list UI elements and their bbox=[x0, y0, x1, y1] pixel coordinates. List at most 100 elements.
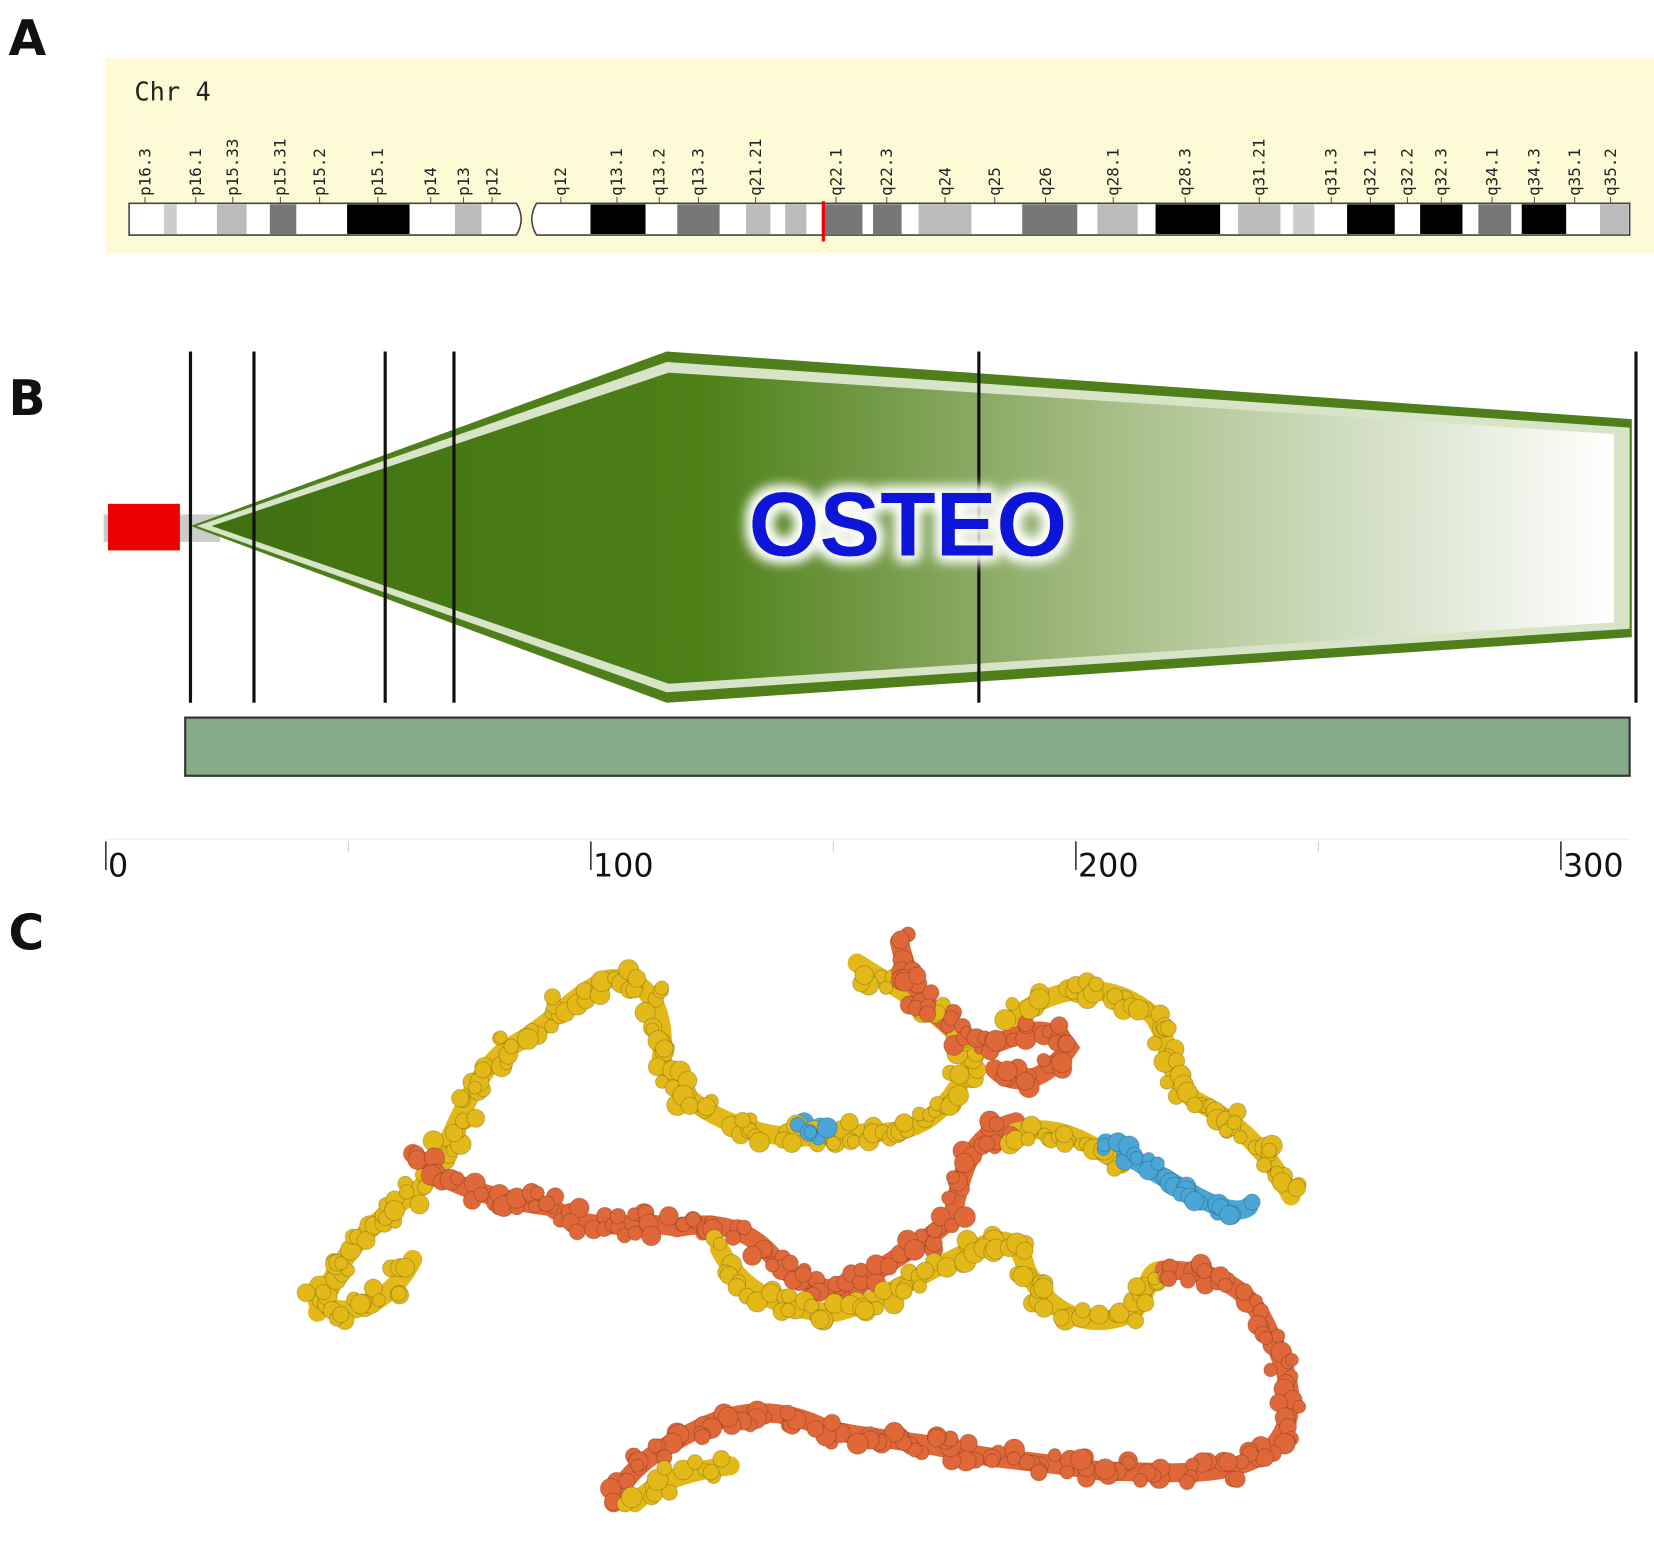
atom bbox=[350, 1293, 371, 1315]
atom bbox=[702, 1463, 720, 1481]
atom bbox=[627, 968, 647, 988]
atom bbox=[1255, 1448, 1275, 1468]
atom bbox=[724, 1229, 742, 1247]
atom bbox=[687, 1454, 704, 1471]
atom bbox=[764, 1258, 780, 1273]
atom bbox=[1292, 1399, 1307, 1414]
atom bbox=[1235, 1282, 1253, 1301]
atom bbox=[493, 1030, 508, 1045]
atom bbox=[1015, 1241, 1034, 1260]
atom bbox=[1057, 1034, 1076, 1053]
atom bbox=[712, 1449, 731, 1468]
atom bbox=[1136, 1293, 1155, 1313]
atom bbox=[356, 1230, 376, 1251]
atom bbox=[1287, 1178, 1307, 1198]
atom bbox=[930, 1206, 951, 1227]
atom bbox=[1050, 1016, 1069, 1035]
atom bbox=[1094, 1458, 1116, 1480]
atom bbox=[450, 1089, 470, 1108]
atom bbox=[1219, 1204, 1240, 1226]
atom bbox=[748, 1131, 771, 1153]
band bbox=[1420, 204, 1463, 234]
band bbox=[823, 204, 863, 234]
atom bbox=[538, 1195, 555, 1213]
band bbox=[918, 204, 972, 234]
band-label: p16.3 bbox=[135, 148, 154, 196]
atom bbox=[1036, 1052, 1051, 1068]
atom bbox=[953, 1152, 975, 1174]
atom bbox=[543, 988, 562, 1006]
atom bbox=[398, 1184, 415, 1200]
tick-label: 0 bbox=[108, 848, 128, 884]
band-label: p12 bbox=[482, 167, 501, 196]
band-label: q22.1 bbox=[826, 148, 845, 196]
domain-body bbox=[211, 372, 1614, 684]
atom bbox=[1059, 1464, 1075, 1480]
band bbox=[1097, 204, 1138, 234]
atom bbox=[409, 1194, 430, 1215]
atom bbox=[1226, 1114, 1243, 1131]
atom bbox=[1052, 1309, 1071, 1327]
atom bbox=[988, 1116, 1005, 1132]
atom bbox=[949, 1064, 970, 1085]
band-label: p15.2 bbox=[310, 148, 329, 196]
atom bbox=[296, 1283, 316, 1303]
atom bbox=[467, 1080, 482, 1095]
band-label: q26 bbox=[1036, 167, 1055, 196]
atom bbox=[1018, 1454, 1036, 1471]
atom bbox=[794, 1265, 812, 1283]
atom bbox=[825, 1135, 841, 1151]
atom bbox=[854, 1300, 875, 1321]
atom bbox=[661, 1484, 678, 1501]
atom bbox=[371, 1293, 386, 1308]
atom bbox=[1034, 1298, 1054, 1318]
band-label: q21.21 bbox=[746, 139, 765, 196]
protein-bar bbox=[184, 716, 1631, 777]
atom bbox=[466, 1108, 486, 1128]
atom bbox=[915, 1261, 934, 1280]
atom bbox=[1284, 1352, 1299, 1367]
band-label: q35.1 bbox=[1565, 148, 1584, 196]
tick-label: 300 bbox=[1563, 848, 1624, 884]
atom bbox=[780, 1302, 796, 1318]
atom bbox=[781, 1254, 799, 1272]
atom bbox=[922, 984, 940, 1002]
tick-label: 200 bbox=[1078, 848, 1139, 884]
band bbox=[269, 204, 297, 234]
atom bbox=[984, 1029, 1007, 1052]
atom bbox=[941, 1190, 957, 1206]
atom bbox=[530, 1185, 545, 1201]
band-label: q28.1 bbox=[1104, 148, 1123, 196]
atom bbox=[1127, 1312, 1145, 1330]
atom bbox=[503, 1038, 520, 1055]
atom bbox=[907, 1442, 923, 1458]
atom bbox=[895, 1282, 913, 1300]
atom bbox=[449, 1170, 465, 1186]
atom bbox=[655, 1039, 674, 1058]
band-label: q34.1 bbox=[1482, 148, 1501, 196]
atom bbox=[640, 1225, 662, 1247]
atom bbox=[390, 1285, 407, 1302]
atom bbox=[846, 1432, 869, 1455]
band-label: p15.31 bbox=[271, 139, 290, 196]
atom bbox=[1243, 1193, 1261, 1211]
atom bbox=[1012, 1265, 1034, 1288]
atom bbox=[383, 1199, 406, 1222]
atom bbox=[1133, 1473, 1148, 1489]
atom bbox=[332, 1305, 350, 1324]
atom bbox=[1258, 1330, 1273, 1346]
atom bbox=[1088, 976, 1105, 993]
atom bbox=[879, 1257, 898, 1276]
band bbox=[164, 204, 177, 234]
band-label: q13.2 bbox=[650, 148, 669, 196]
atom bbox=[569, 1197, 590, 1219]
atom bbox=[912, 1279, 928, 1294]
band-labels: p16.3 p16.1 p15.33 p15.31 p15.2 p15.1 p14 p13 p1… bbox=[135, 139, 1620, 204]
band bbox=[1347, 204, 1395, 234]
atom bbox=[1146, 1035, 1163, 1052]
atom bbox=[630, 1458, 645, 1473]
atom bbox=[1120, 1455, 1136, 1470]
atom bbox=[1127, 998, 1150, 1021]
band bbox=[1022, 204, 1078, 234]
atom bbox=[779, 1404, 796, 1421]
